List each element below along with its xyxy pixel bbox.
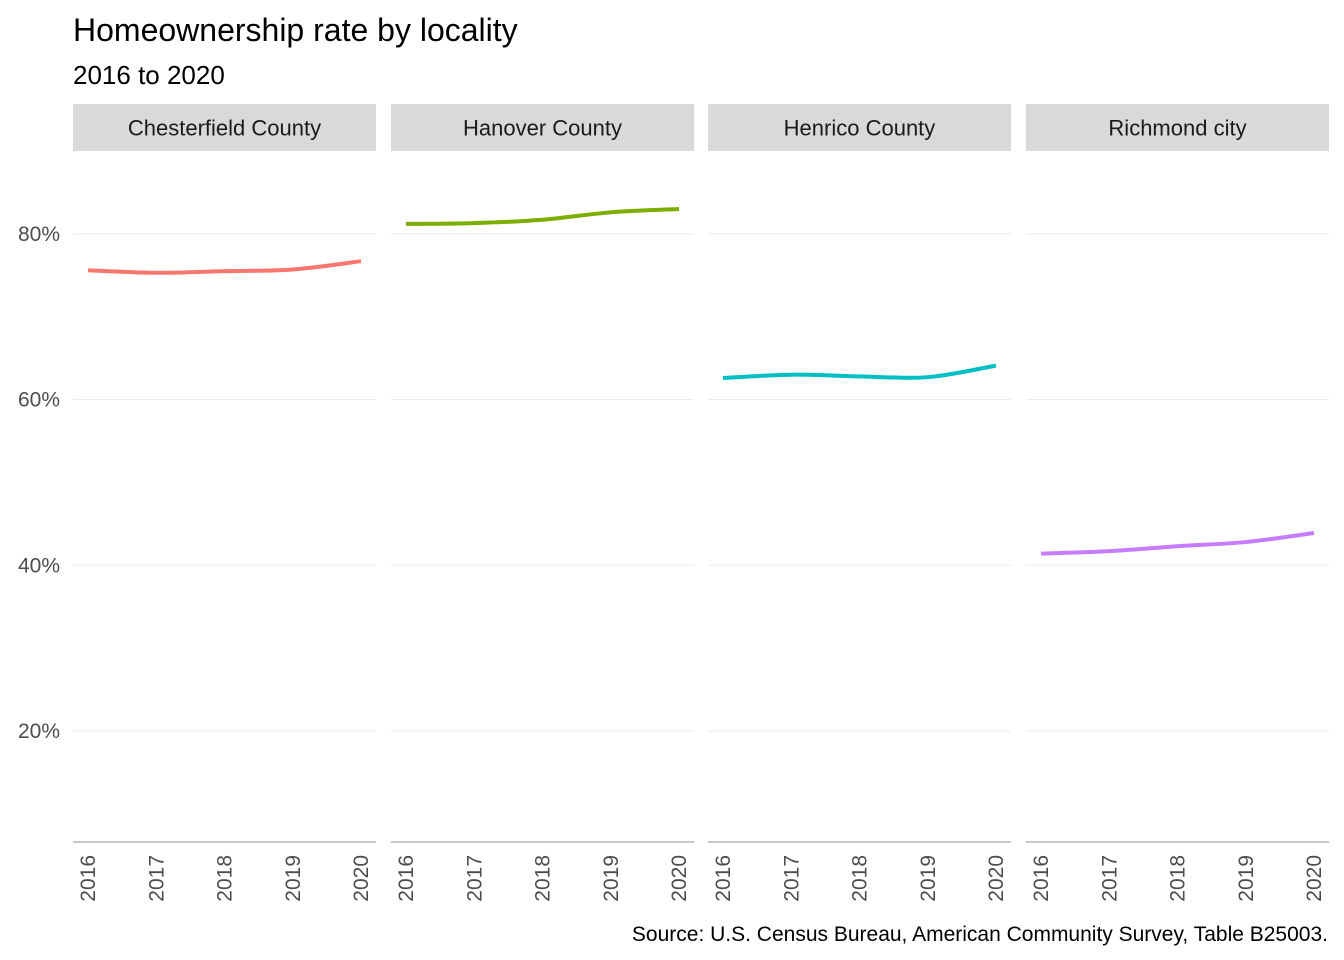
- y-tick-label: 20%: [18, 720, 60, 743]
- series-line: [405, 207, 680, 226]
- x-tick-label: 2017: [1098, 855, 1121, 902]
- facet-strip: [708, 104, 1011, 151]
- series-line: [722, 363, 997, 381]
- series-line: [87, 259, 362, 275]
- y-tick-label: 60%: [18, 389, 60, 412]
- x-tick-label: 2020: [985, 855, 1008, 902]
- x-tick-label: 2020: [350, 855, 373, 902]
- x-tick-label: 2017: [145, 855, 168, 902]
- x-tick-label: 2018: [532, 855, 555, 902]
- y-tick-label: 40%: [18, 554, 60, 577]
- x-tick-label: 2020: [668, 855, 691, 902]
- facet-panel: Chesterfield County 2016 2017 2018 2019 2020: [73, 104, 376, 902]
- x-tick-label: 2016: [1030, 855, 1053, 902]
- x-tick-label: 2016: [77, 855, 100, 902]
- facet-strip-label: Henrico County: [784, 116, 936, 141]
- x-tick-label: 2019: [917, 855, 940, 902]
- chart-title: Homeownership rate by locality: [73, 12, 518, 48]
- x-tick-label: 2017: [780, 855, 803, 902]
- x-tick-label: 2019: [600, 855, 623, 902]
- x-tick-label: 2019: [1235, 855, 1258, 902]
- x-tick-label: 2018: [849, 855, 872, 902]
- facet-panel: Hanover County 2016 2017 2018 2019 2020: [391, 104, 694, 902]
- series-line: [1040, 530, 1315, 556]
- facet-strip-label: Hanover County: [463, 116, 622, 141]
- x-tick-label: 2017: [463, 855, 486, 902]
- x-tick-label: 2020: [1303, 855, 1326, 902]
- y-axis: 20% 40% 60% 80%: [18, 223, 60, 743]
- facet-strip: [391, 104, 694, 151]
- facet-strip-label: Chesterfield County: [128, 116, 321, 141]
- x-tick-label: 2016: [395, 855, 418, 902]
- chart-caption: Source: U.S. Census Bureau, American Com…: [632, 923, 1328, 946]
- facet-panel: Richmond city 2016 2017 2018 2019 2020: [1026, 104, 1329, 902]
- x-tick-label: 2018: [1167, 855, 1190, 902]
- y-tick-label: 80%: [18, 223, 60, 246]
- chart-subtitle: 2016 to 2020: [73, 60, 225, 90]
- x-tick-label: 2019: [282, 855, 305, 902]
- facet-strip-label: Richmond city: [1108, 116, 1246, 141]
- x-tick-label: 2016: [712, 855, 735, 902]
- facet-strip: [1026, 104, 1329, 151]
- facet-panel: Henrico County 2016 2017 2018 2019 2020: [708, 104, 1011, 902]
- x-tick-label: 2018: [214, 855, 237, 902]
- facet-strip: [73, 104, 376, 151]
